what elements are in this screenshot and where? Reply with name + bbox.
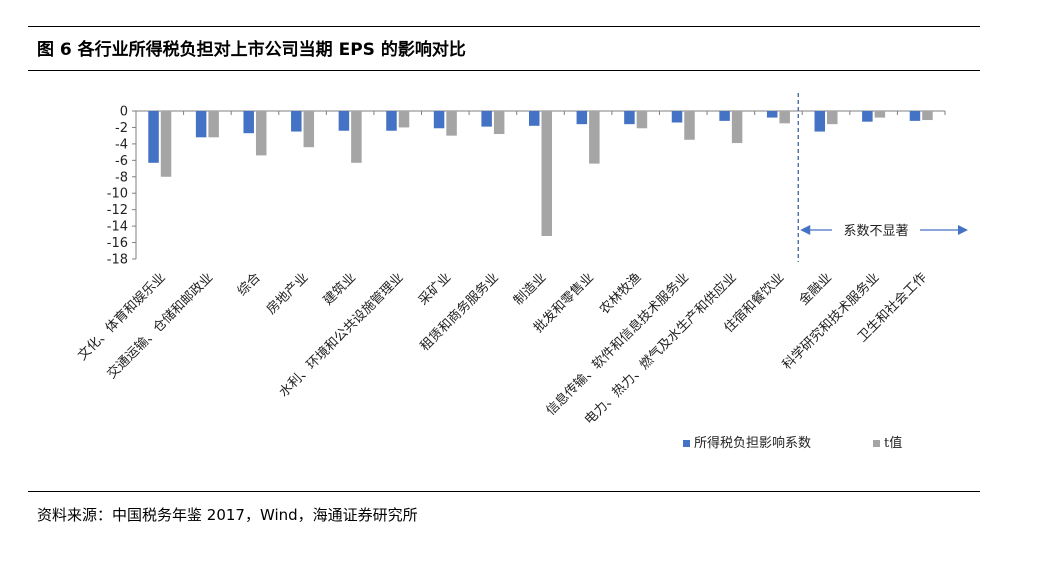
y-tick-label: -16: [107, 236, 128, 251]
category-label: 金融业: [796, 270, 835, 309]
bar-t-value: [255, 111, 267, 156]
bar-coefficient: [433, 111, 445, 129]
bar-coefficient: [909, 111, 921, 121]
bar-t-value: [922, 111, 933, 121]
bar-t-value: [303, 111, 315, 148]
bar-t-value: [493, 111, 505, 135]
category-label: 房地产业: [263, 270, 311, 318]
bar-coefficient: [529, 111, 540, 126]
category-label: 建筑业: [320, 270, 359, 309]
category-label: 采矿业: [416, 270, 454, 308]
bar-t-value: [636, 111, 648, 129]
figure-title: 图 6 各行业所得税负担对上市公司当期 EPS 的影响对比: [37, 40, 466, 60]
bar-t-value: [351, 111, 362, 163]
bar-t-value: [208, 111, 219, 138]
bar-t-value: [827, 111, 838, 125]
y-tick-label: -12: [107, 203, 128, 218]
annotation-arrowhead-left: [800, 225, 811, 235]
source-note: 资料来源：中国税务年鉴 2017，Wind，海通证券研究所: [37, 506, 418, 524]
bar-t-value: [684, 111, 695, 140]
legend-label-coefficient: 所得税负担影响系数: [694, 435, 811, 451]
y-tick-label: -4: [115, 137, 128, 152]
category-label: 科学研究和技术服务业: [779, 270, 882, 373]
bar-coefficient: [576, 111, 588, 125]
legend-swatch-coefficient: [683, 440, 690, 447]
category-label: 文化、体育和娱乐业: [75, 270, 169, 364]
bar-t-value: [160, 111, 172, 177]
bar-coefficient: [291, 111, 302, 132]
bar-t-value: [541, 111, 552, 236]
bar-coefficient: [243, 111, 254, 134]
bar-coefficient: [814, 111, 826, 132]
top-rule: [28, 26, 980, 27]
y-tick-label: -6: [115, 154, 128, 169]
y-tick-label: -10: [107, 187, 128, 202]
title-rule: [28, 70, 980, 71]
bar-t-value: [589, 111, 600, 164]
bar-t-value: [398, 111, 410, 128]
bar-t-value: [731, 111, 743, 144]
legend-swatch-t-value: [873, 440, 880, 447]
bar-t-value: [874, 111, 886, 118]
category-label: 制造业: [511, 270, 549, 308]
bar-coefficient: [719, 111, 730, 121]
bar-t-value: [779, 111, 790, 124]
bar-coefficient: [624, 111, 635, 125]
y-tick-label: -8: [115, 170, 128, 185]
annotation-text: 系数不显著: [843, 224, 908, 239]
bar-coefficient: [862, 111, 873, 122]
y-tick-label: -18: [107, 253, 128, 268]
category-label: 综合: [235, 270, 264, 299]
bar-coefficient: [148, 111, 159, 163]
y-tick-label: -2: [115, 121, 128, 136]
bottom-rule: [28, 491, 980, 492]
bar-coefficient: [386, 111, 397, 131]
bar-coefficient: [481, 111, 492, 127]
y-tick-label: -14: [107, 220, 128, 235]
bar-t-value: [446, 111, 457, 136]
legend-label-t-value: t值: [884, 435, 902, 451]
bar-coefficient: [766, 111, 778, 118]
category-label: 农林牧渔: [597, 270, 644, 317]
bar-coefficient: [195, 111, 207, 138]
y-tick-label: 0: [120, 105, 128, 120]
annotation-arrowhead-right: [958, 225, 968, 235]
category-label: 租赁和商务服务业: [417, 270, 502, 355]
bar-coefficient: [338, 111, 350, 131]
bar-coefficient: [671, 111, 683, 123]
